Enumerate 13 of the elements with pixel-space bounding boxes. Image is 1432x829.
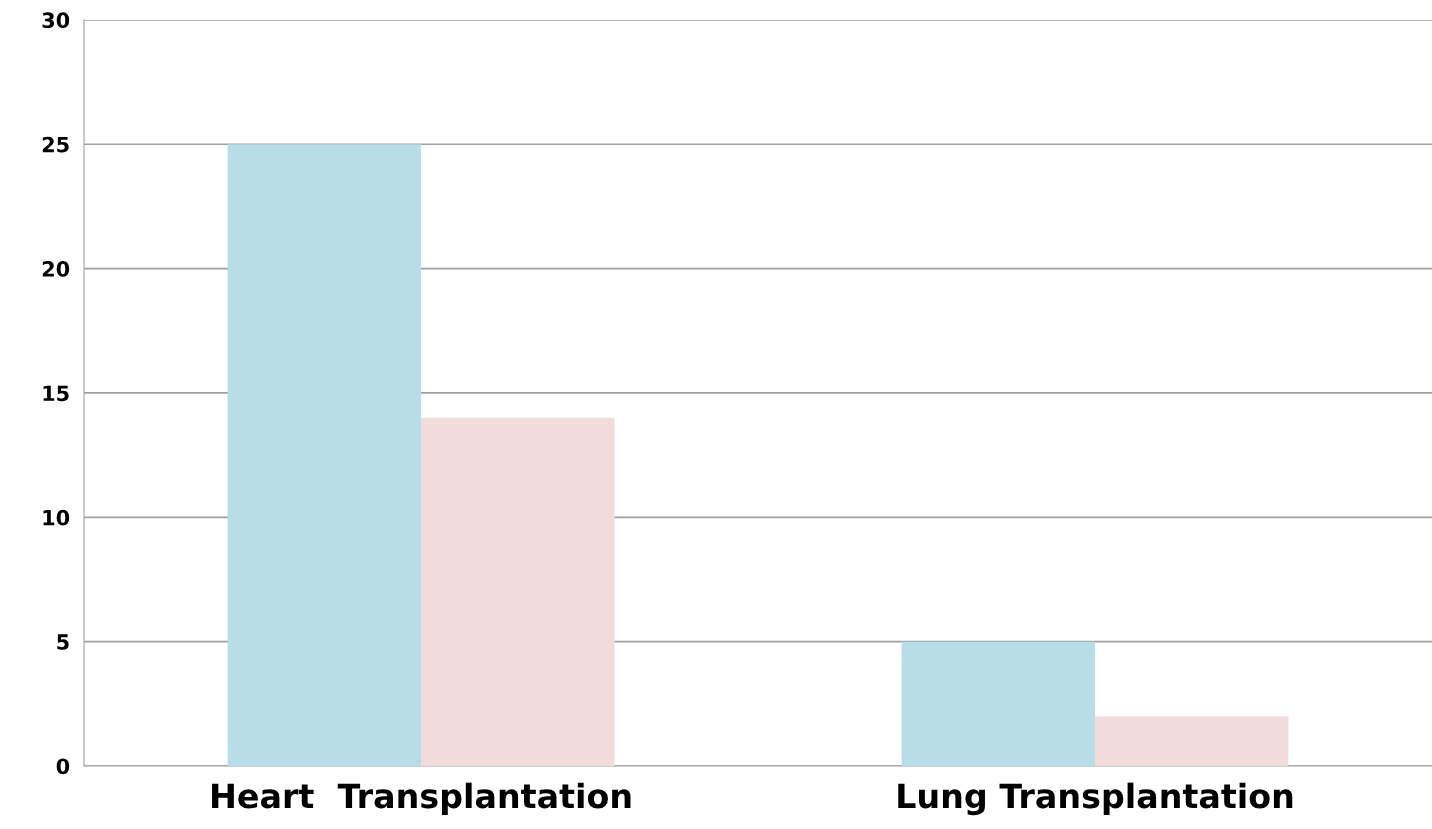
y-tick-label: 25 (42, 136, 69, 153)
bar (1095, 716, 1289, 766)
y-tick-label: 30 (42, 12, 70, 29)
y-tick-label: 0 (56, 758, 70, 775)
y-tick-label: 10 (43, 509, 70, 526)
y-tick-label: 5 (57, 634, 69, 650)
bar (421, 417, 615, 766)
bar (901, 641, 1096, 766)
x-tick-label: Heart Transplantation (212, 782, 631, 815)
y-tick-label: 20 (42, 261, 70, 277)
x-tick-label: Lung Transplantation (898, 782, 1293, 816)
y-tick-label: 15 (43, 385, 69, 402)
bar (227, 144, 422, 766)
